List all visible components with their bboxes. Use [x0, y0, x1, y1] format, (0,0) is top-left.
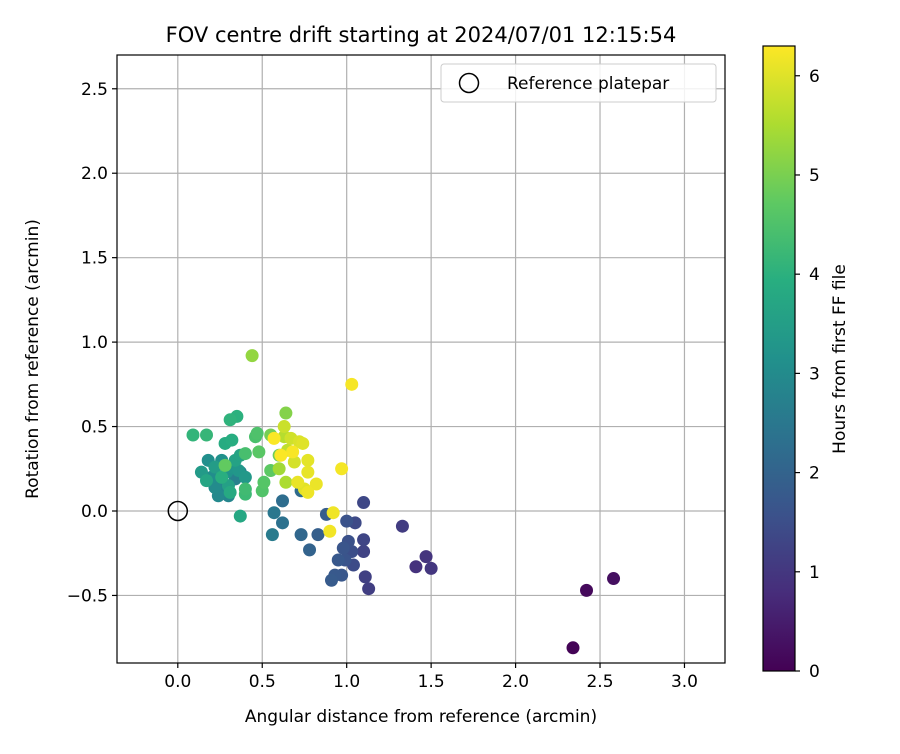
data-point [265, 528, 279, 542]
data-point [286, 445, 300, 459]
data-point [279, 406, 293, 420]
data-point [276, 516, 290, 530]
data-point [186, 428, 200, 442]
colorbar-label: Hours from first FF file [830, 264, 850, 454]
data-point [345, 377, 359, 391]
colorbar: 0 1 2 3 4 5 6 Hours from first FF file [762, 45, 850, 682]
data-point [233, 509, 247, 523]
data-point [252, 445, 266, 459]
data-point [277, 420, 291, 434]
data-point [395, 519, 409, 533]
data-point [291, 475, 305, 489]
colorbar-tick-label: 1 [809, 563, 820, 583]
data-point [303, 543, 317, 557]
grid-lines [117, 55, 725, 663]
data-point [272, 462, 286, 476]
data-point [200, 428, 214, 442]
data-point [267, 506, 281, 520]
y-tick-label: 0.5 [81, 418, 108, 438]
data-point [357, 533, 371, 547]
x-tick-label: 0.5 [249, 672, 276, 692]
data-point [200, 474, 214, 488]
y-axis-ticks: −0.5 0.0 0.5 1.0 1.5 2.0 2.5 [67, 80, 117, 606]
data-point [301, 465, 315, 479]
chart-title: FOV centre drift starting at 2024/07/01 … [166, 23, 677, 47]
x-tick-label: 3.0 [671, 672, 698, 692]
colorbar-tick-label: 4 [809, 265, 820, 285]
data-point [424, 561, 438, 575]
x-tick-label: 0.0 [164, 672, 191, 692]
data-point [358, 570, 372, 584]
data-point [294, 528, 308, 542]
legend-marker-icon [458, 72, 480, 94]
data-point [331, 553, 345, 567]
data-point [287, 455, 301, 469]
data-point [208, 460, 222, 474]
y-tick-label: 2.5 [81, 80, 108, 100]
x-tick-label: 2.5 [586, 672, 613, 692]
colorbar-tick-label: 0 [809, 662, 820, 682]
data-point [279, 475, 293, 489]
data-point [238, 447, 252, 461]
legend: Reference platepar [440, 63, 717, 103]
data-point [267, 431, 281, 445]
data-point [218, 458, 232, 472]
data-point [238, 470, 252, 484]
y-tick-label: 2.0 [81, 164, 108, 184]
data-point [238, 482, 252, 496]
plot-frame [116, 54, 726, 664]
data-point [223, 485, 237, 499]
data-point [340, 514, 354, 528]
data-point [607, 572, 621, 586]
data-point [336, 541, 350, 555]
y-axis-label: Rotation from reference (arcmin) [23, 219, 43, 499]
data-point [296, 436, 310, 450]
data-point [301, 485, 315, 499]
data-point [257, 475, 271, 489]
data-point [362, 582, 376, 596]
data-point [326, 506, 340, 520]
y-tick-label: 0.0 [81, 502, 108, 522]
data-point [357, 545, 371, 559]
x-axis-label: Angular distance from reference (arcmin) [245, 707, 597, 727]
data-point [223, 413, 237, 427]
data-point [566, 641, 580, 655]
data-point [311, 528, 325, 542]
colorbar-tick-label: 6 [809, 67, 820, 87]
colorbar-gradient [762, 45, 796, 672]
data-point [409, 560, 423, 574]
data-point [419, 550, 433, 564]
legend-label: Reference platepar [507, 74, 669, 94]
data-point [324, 573, 338, 587]
data-point [250, 426, 264, 440]
reference-marker-group [167, 500, 189, 522]
data-point [225, 433, 239, 447]
data-points [186, 349, 621, 655]
colorbar-tick-label: 2 [809, 464, 820, 484]
data-point [301, 453, 315, 467]
colorbar-tick-label: 5 [809, 166, 820, 186]
data-point [357, 496, 371, 510]
y-tick-label: −0.5 [67, 586, 108, 606]
data-point [335, 462, 349, 476]
y-tick-label: 1.0 [81, 333, 108, 353]
data-point [274, 448, 288, 462]
colorbar-tick-label: 3 [809, 364, 820, 384]
reference-marker [167, 500, 189, 522]
x-tick-label: 1.5 [418, 672, 445, 692]
legend-box [440, 63, 717, 103]
y-tick-label: 1.5 [81, 249, 108, 269]
data-point [276, 494, 290, 508]
x-axis-ticks: 0.0 0.5 1.0 1.5 2.0 2.5 3.0 [164, 663, 698, 692]
data-point [580, 583, 594, 597]
x-tick-label: 2.0 [502, 672, 529, 692]
x-tick-label: 1.0 [333, 672, 360, 692]
data-point [215, 470, 229, 484]
colorbar-ticks: 0 1 2 3 4 5 6 [795, 67, 820, 682]
data-point [323, 524, 337, 538]
data-point [245, 349, 259, 363]
data-point [309, 477, 323, 491]
